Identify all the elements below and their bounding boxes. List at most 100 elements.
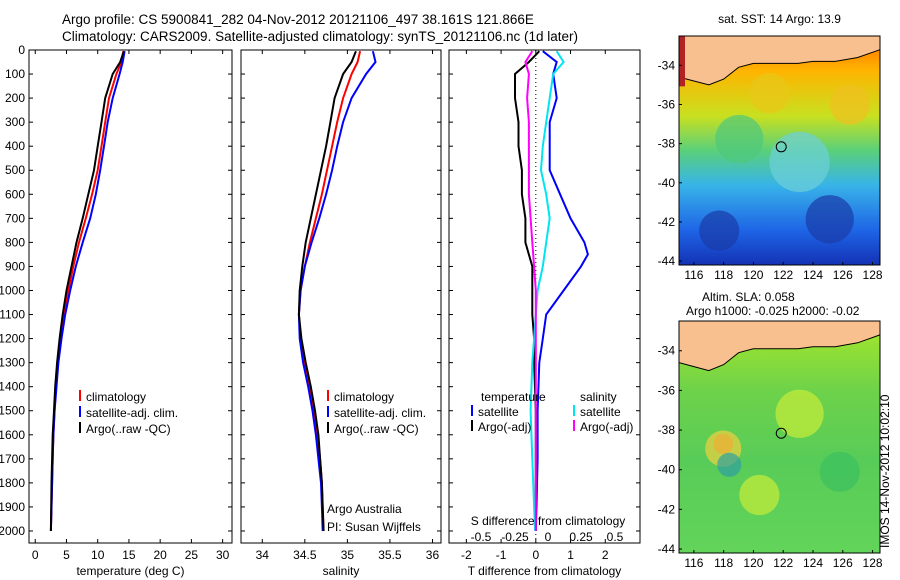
map-sla_map: 116 118 120 122 124 126 128 -34 -36 -38 -40 -42 -44 A… [658, 290, 883, 570]
map-lat-tick-label: -34 [658, 58, 676, 72]
salinity-xtick-label: 34 [256, 548, 270, 562]
depth-tick-label: 1300 [0, 356, 25, 370]
map-lat-tick-label: -36 [658, 383, 676, 397]
difference-frame [448, 49, 641, 544]
difference-xtick-label: -2 [461, 548, 472, 562]
figure-title-line-1: Argo profile: CS 5900841_282 04-Nov-2012… [62, 12, 534, 27]
difference-xtick-label: 0 [532, 548, 539, 562]
difference-xlabel: T difference from climatology [468, 564, 622, 578]
map-anomaly-patch [829, 84, 870, 125]
map-lon-tick-label: 122 [773, 268, 793, 282]
map-lon-tick-label: 118 [714, 268, 733, 282]
map-anomaly-patch [749, 73, 790, 114]
panel-salinity: 34 34.5 35 35.5 36 salinity climatology satelli… [240, 49, 442, 578]
profile-location-marker [775, 141, 787, 153]
map-lon-tick-label: 120 [743, 556, 763, 570]
map-lon-tick-label: 126 [833, 268, 853, 282]
temperature-xtick-label: 10 [91, 548, 105, 562]
map-lon-tick-label: 120 [743, 268, 763, 282]
depth-tick-label: 400 [5, 139, 25, 153]
map-land [678, 320, 881, 372]
map-lat-tick-label: -40 [658, 176, 676, 190]
depth-tick-label: 2000 [0, 524, 25, 538]
legend-header-temperature: temperature [481, 390, 546, 404]
depth-tick-label: 0 [18, 43, 25, 57]
temperature-xtick-label: 15 [122, 548, 136, 562]
temperature-xtick-label: 5 [63, 548, 70, 562]
series-line-s-argo-adj- [524, 50, 537, 531]
depth-tick-label: 200 [5, 91, 25, 105]
map-lat-tick-label: -36 [658, 98, 676, 112]
temperature-xlabel: temperature (deg C) [76, 564, 184, 578]
depth-tick-label: 1700 [0, 452, 25, 466]
map-frame [678, 35, 881, 266]
temperature-xtick-label: 0 [32, 548, 39, 562]
salinity-xlabel: salinity [323, 564, 360, 578]
legend-label: climatology [334, 390, 394, 404]
salinity-diff-tick-label: -0.25 [501, 530, 529, 544]
legend-label: satellite [580, 405, 621, 419]
map-lon-tick-label: 124 [803, 268, 823, 282]
difference-xlabel-salinity: S difference from climatology [471, 514, 626, 528]
credit-pi: PI: Susan Wijffels [327, 520, 421, 534]
map-lat-tick-label: -38 [658, 423, 676, 437]
temperature-xtick-label: 25 [185, 548, 199, 562]
map-lat-tick-label: -34 [658, 344, 676, 358]
depth-tick-label: 1600 [0, 428, 25, 442]
sla-map-subtitle: Argo h1000: -0.025 h2000: -0.02 [686, 304, 860, 318]
map-lat-tick-label: -44 [658, 542, 676, 556]
salinity-xtick-label: 36 [426, 548, 440, 562]
depth-tick-label: 1800 [0, 476, 25, 490]
temperature-frame [28, 49, 233, 544]
salinity-diff-tick-label: 0 [545, 530, 552, 544]
credit-argo-australia: Argo Australia [327, 502, 402, 516]
depth-tick-label: 300 [5, 115, 25, 129]
map-anomaly-patch [699, 210, 740, 251]
depth-tick-label: 1100 [0, 308, 25, 322]
depth-tick-label: 900 [5, 259, 25, 273]
salinity-xtick-label: 34.5 [293, 548, 317, 562]
map-lon-tick-label: 118 [714, 556, 733, 570]
map-lon-tick-label: 128 [863, 268, 883, 282]
depth-tick-label: 500 [5, 163, 25, 177]
map-anomaly-patch [775, 389, 824, 438]
series-line-s-satellite [529, 50, 565, 532]
legend-label: climatology [86, 390, 146, 404]
series-line-satellite-adj-clim- [297, 50, 377, 532]
depth-tick-label: 800 [5, 235, 25, 249]
temperature-xtick-label: 20 [153, 548, 167, 562]
legend-label: Argo(..raw -QC) [86, 422, 171, 436]
depth-tick-label: 100 [5, 67, 25, 81]
map-anomaly-patch [717, 452, 742, 477]
map-anomaly-patch [739, 474, 780, 516]
depth-tick-label: 1500 [0, 404, 25, 418]
depth-tick-label: 1000 [0, 283, 25, 297]
legend-label: Argo(-adj) [580, 420, 633, 434]
map-anomaly-patch [805, 195, 854, 244]
legend-header-salinity: salinity [580, 390, 617, 404]
salinity-xtick-label: 35 [341, 548, 355, 562]
panel-temperature: 0100200300400500600700800900100011001200… [0, 43, 233, 578]
map-anomaly-patch [715, 114, 764, 164]
sst-map-title: sat. SST: 14 Argo: 13.9 [718, 12, 841, 26]
map-sst_map: 116 118 120 122 124 126 128 -34 -36 -38 -40 -42 -44 s… [658, 12, 883, 282]
legend-label: satellite [478, 405, 519, 419]
salinity-diff-tick-label: 0.25 [569, 530, 593, 544]
map-frame [678, 320, 881, 554]
series-line-argo-raw-qc- [49, 50, 125, 532]
map-land [678, 35, 881, 86]
map-lat-tick-label: -44 [658, 254, 676, 268]
legend-label: Argo(..raw -QC) [334, 422, 419, 436]
series-line-climatology [49, 51, 125, 532]
map-lon-tick-label: 122 [773, 556, 793, 570]
map-lat-tick-label: -42 [658, 215, 676, 229]
map-coastal-warm-band [679, 36, 685, 87]
panel-difference: -2 -1 0 1 2 T difference from climatology temp… [448, 49, 641, 578]
series-line-satellite-adj-clim- [49, 51, 126, 532]
figure-title-line-2: Climatology: CARS2009. Satellite-adjuste… [62, 29, 579, 44]
series-line-t-satellite [534, 50, 589, 532]
series-line-argo-raw-qc- [297, 50, 357, 532]
map-lon-tick-label: 116 [684, 268, 703, 282]
map-lon-tick-label: 116 [684, 556, 703, 570]
